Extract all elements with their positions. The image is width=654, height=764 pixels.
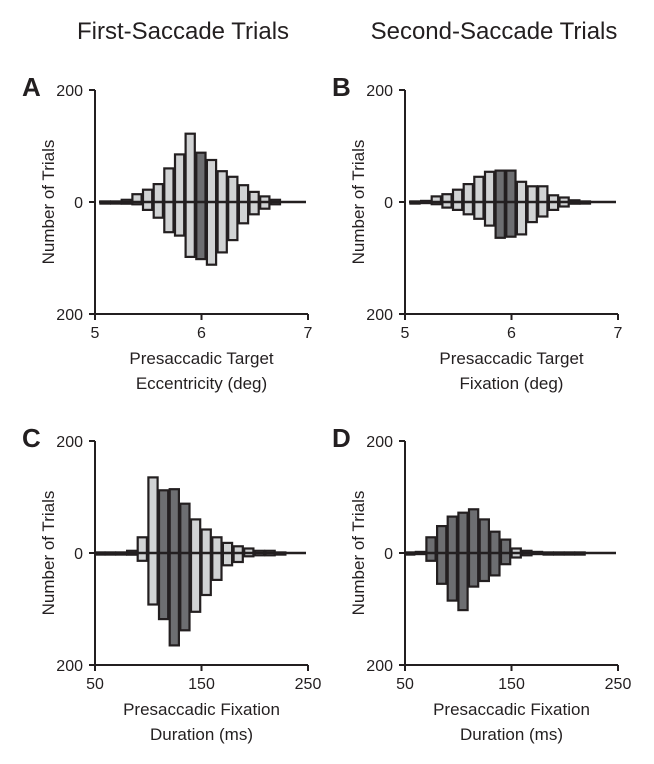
y-tick-label: 200 bbox=[56, 434, 83, 451]
histogram-bar bbox=[483, 170, 496, 227]
x-axis-title: Presaccadic Target bbox=[129, 349, 274, 368]
panel-letter: B bbox=[332, 72, 351, 102]
histogram-bar bbox=[131, 193, 143, 206]
x-axis-title: Presaccadic Fixation bbox=[123, 700, 280, 719]
histogram-bar bbox=[157, 489, 170, 621]
y-tick-label: 200 bbox=[56, 83, 83, 100]
histogram-bar bbox=[430, 195, 443, 206]
histogram-bar bbox=[195, 151, 207, 261]
x-tick-label: 7 bbox=[614, 325, 623, 342]
histogram-bar bbox=[179, 502, 191, 632]
histogram-bar bbox=[526, 185, 538, 224]
panel-letter: D bbox=[332, 423, 351, 453]
histogram-bar bbox=[505, 169, 517, 238]
y-tick-label: 200 bbox=[366, 83, 393, 100]
y-axis-title: Number of Trials bbox=[349, 491, 368, 616]
y-tick-label: 200 bbox=[366, 307, 393, 324]
x-tick-label: 50 bbox=[86, 676, 104, 693]
histogram-bar bbox=[168, 488, 180, 647]
histogram-bar bbox=[515, 180, 528, 236]
y-tick-label: 200 bbox=[366, 658, 393, 675]
histogram-bar bbox=[163, 167, 175, 234]
x-axis-title: Duration (ms) bbox=[150, 725, 253, 744]
histogram-bar bbox=[200, 528, 212, 597]
histogram-bar bbox=[462, 183, 475, 216]
histogram-bar bbox=[216, 170, 228, 254]
panel-letter: A bbox=[22, 72, 41, 102]
histogram-bar bbox=[425, 536, 437, 562]
x-tick-label: 150 bbox=[188, 676, 215, 693]
x-axis-title: Presaccadic Fixation bbox=[433, 700, 590, 719]
histogram-bar bbox=[446, 515, 459, 602]
histogram-bar bbox=[473, 175, 485, 220]
x-tick-label: 50 bbox=[396, 676, 414, 693]
column-title-second-saccade: Second-Saccade Trials bbox=[370, 18, 618, 45]
y-tick-label: 0 bbox=[384, 546, 393, 563]
x-axis-title: Presaccadic Target bbox=[439, 349, 584, 368]
column-title-first-saccade: First-Saccade Trials bbox=[76, 18, 290, 45]
y-tick-label: 200 bbox=[56, 658, 83, 675]
y-axis-title: Number of Trials bbox=[39, 491, 58, 616]
histogram-bar bbox=[478, 518, 491, 583]
histogram-bar bbox=[136, 536, 148, 562]
x-tick-label: 7 bbox=[304, 325, 313, 342]
histogram-bar bbox=[189, 518, 202, 613]
histogram-bar bbox=[141, 188, 154, 211]
panel-letter: C bbox=[22, 423, 41, 453]
y-tick-label: 200 bbox=[366, 434, 393, 451]
histogram-bar bbox=[184, 132, 196, 258]
x-tick-label: 6 bbox=[197, 325, 206, 342]
x-tick-label: 250 bbox=[295, 676, 322, 693]
y-axis-title: Number of Trials bbox=[349, 140, 368, 265]
histogram-bar bbox=[494, 169, 506, 239]
x-axis-title: Fixation (deg) bbox=[460, 374, 564, 393]
y-tick-label: 200 bbox=[56, 307, 83, 324]
histogram-bar bbox=[451, 188, 464, 211]
histogram-bar bbox=[173, 153, 186, 237]
x-tick-label: 5 bbox=[401, 325, 410, 342]
y-tick-label: 0 bbox=[74, 195, 83, 212]
histogram-bar bbox=[227, 175, 239, 242]
histogram-bar bbox=[237, 184, 250, 225]
histogram-bar bbox=[457, 511, 469, 612]
y-axis-title: Number of Trials bbox=[39, 140, 58, 265]
x-tick-label: 5 bbox=[91, 325, 100, 342]
x-tick-label: 6 bbox=[507, 325, 516, 342]
histogram-bar bbox=[436, 524, 448, 585]
histogram-bar bbox=[211, 536, 223, 581]
x-axis-title: Eccentricity (deg) bbox=[136, 374, 267, 393]
histogram-bar bbox=[467, 508, 480, 588]
histogram-bar bbox=[205, 158, 218, 266]
x-tick-label: 250 bbox=[605, 676, 632, 693]
histogram-bar bbox=[147, 476, 159, 606]
y-tick-label: 0 bbox=[74, 546, 83, 563]
x-axis-title: Duration (ms) bbox=[460, 725, 563, 744]
x-tick-label: 150 bbox=[498, 676, 525, 693]
y-tick-label: 0 bbox=[384, 195, 393, 212]
